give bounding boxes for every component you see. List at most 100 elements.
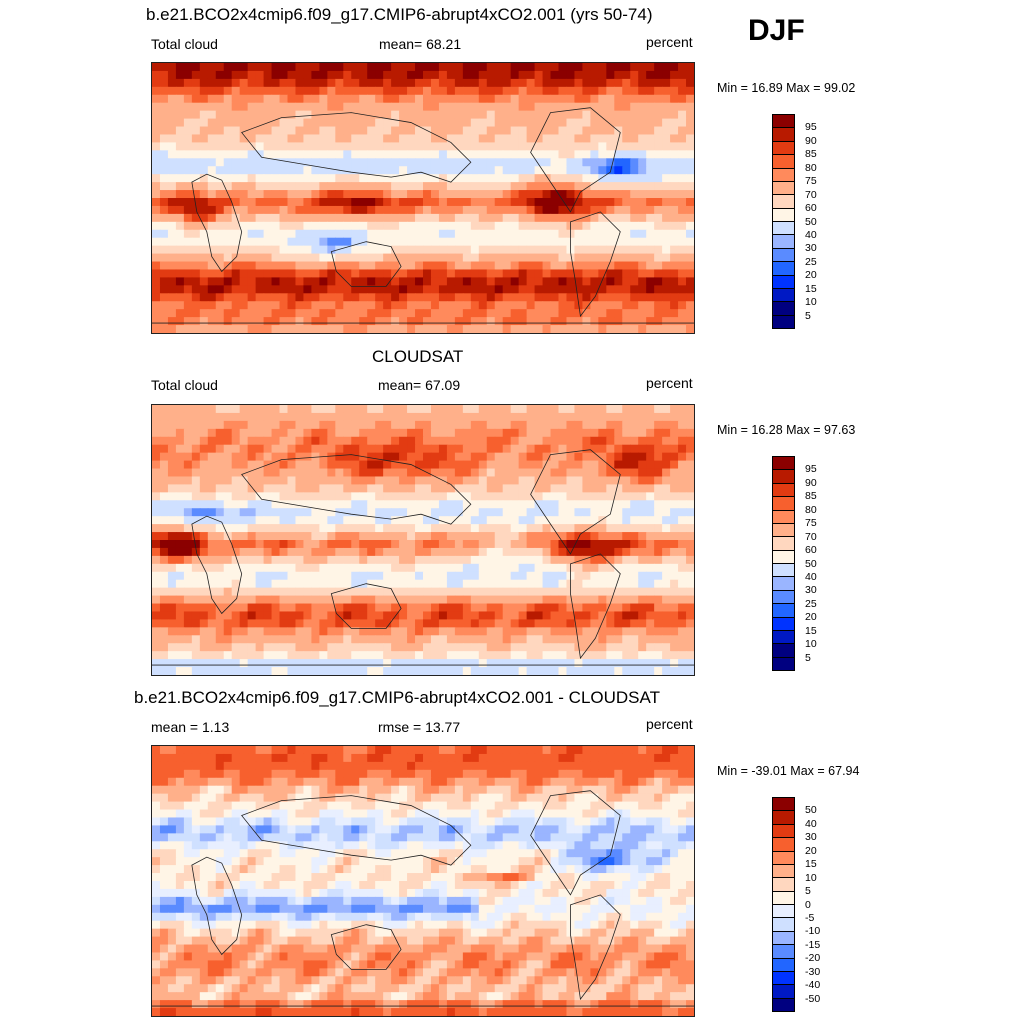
map-cell <box>670 237 679 247</box>
map-cell <box>311 627 320 636</box>
map-cell <box>351 102 360 112</box>
map-cell <box>263 753 273 763</box>
map-cell <box>478 166 488 175</box>
map-cell <box>303 126 313 136</box>
map-cell <box>622 746 631 755</box>
map-cell <box>215 532 225 541</box>
map-cell <box>502 325 512 333</box>
colorbar-swatch <box>773 657 794 670</box>
map-cell <box>534 492 544 501</box>
map-cell <box>502 110 512 120</box>
map-cell <box>510 753 520 763</box>
map-cell <box>598 547 607 557</box>
map-cell <box>183 508 193 517</box>
map-cell <box>183 118 193 128</box>
map-cell <box>191 500 201 509</box>
map-cell <box>486 603 496 613</box>
map-cell <box>423 405 432 414</box>
map-cell <box>670 134 679 144</box>
map-cell <box>311 126 320 136</box>
map-cell <box>239 150 249 159</box>
map-cell <box>542 269 552 279</box>
map-cell <box>191 134 201 144</box>
map-cell <box>502 190 512 199</box>
map-cell <box>231 102 241 112</box>
map-cell <box>582 651 591 660</box>
map-cell <box>335 301 344 310</box>
colorbar-tick-label: 90 <box>805 476 817 489</box>
map-cell <box>375 627 384 636</box>
map-cell <box>191 253 201 263</box>
map-cell <box>215 627 225 636</box>
map-cell <box>558 659 568 668</box>
map-cell <box>367 420 376 430</box>
map-cell <box>510 213 520 223</box>
map-cell <box>223 126 233 136</box>
map-cell <box>239 643 249 652</box>
map-cell <box>478 627 488 636</box>
map-cell <box>327 769 336 779</box>
map-cell <box>534 78 544 88</box>
map-cell <box>638 420 647 430</box>
panel-2-colorbar-labels: 95 90 85 80 75 70 60 50 40 30 25 20 15 10 5 <box>805 456 845 671</box>
map-cell <box>598 484 607 493</box>
map-cell <box>542 651 552 660</box>
map-cell <box>415 611 424 621</box>
map-cell <box>407 769 416 779</box>
map-cell <box>582 611 591 621</box>
map-cell <box>590 317 599 326</box>
map-cell <box>470 198 480 207</box>
map-cell <box>407 221 416 231</box>
map-cell <box>438 63 448 72</box>
map-cell <box>343 746 352 755</box>
map-cell <box>470 667 480 675</box>
map-cell <box>215 166 225 175</box>
map-cell <box>454 190 464 199</box>
map-cell <box>231 595 241 605</box>
map-cell <box>152 158 161 167</box>
map-cell <box>319 579 328 589</box>
map-cell <box>542 460 552 470</box>
map-cell <box>215 635 225 644</box>
map-cell <box>502 635 512 644</box>
map-cell <box>518 118 528 128</box>
map-cell <box>590 142 599 151</box>
map-cell <box>526 476 536 486</box>
map-cell <box>423 619 432 628</box>
map-cell <box>646 150 655 159</box>
map-cell <box>598 563 607 573</box>
map-cell <box>303 667 313 675</box>
map-cell <box>399 70 408 80</box>
map-cell <box>327 746 336 755</box>
map-cell <box>167 301 177 310</box>
map-cell <box>279 213 289 223</box>
map-cell <box>526 86 536 96</box>
map-cell <box>359 420 368 430</box>
map-cell <box>167 484 177 493</box>
map-cell <box>678 532 687 541</box>
map-cell <box>215 293 225 302</box>
map-cell <box>255 198 265 207</box>
map-cell <box>223 508 233 517</box>
map-cell <box>566 452 576 462</box>
map-cell <box>510 221 520 231</box>
map-cell <box>263 142 273 151</box>
map-cell <box>638 174 647 183</box>
map-cell <box>303 261 313 271</box>
map-cell <box>454 651 464 660</box>
map-cell <box>606 253 615 263</box>
map-cell <box>510 524 520 533</box>
map-cell <box>430 540 440 549</box>
map-cell <box>167 516 177 525</box>
map-cell <box>343 555 352 565</box>
map-cell <box>351 213 360 223</box>
map-cell <box>678 420 687 430</box>
map-cell <box>327 468 336 478</box>
map-cell <box>430 166 440 175</box>
map-cell <box>152 182 161 191</box>
map-cell <box>582 603 591 613</box>
map-cell <box>279 611 289 621</box>
map-cell <box>542 63 552 72</box>
map-cell <box>518 261 528 271</box>
map-cell <box>247 63 257 72</box>
